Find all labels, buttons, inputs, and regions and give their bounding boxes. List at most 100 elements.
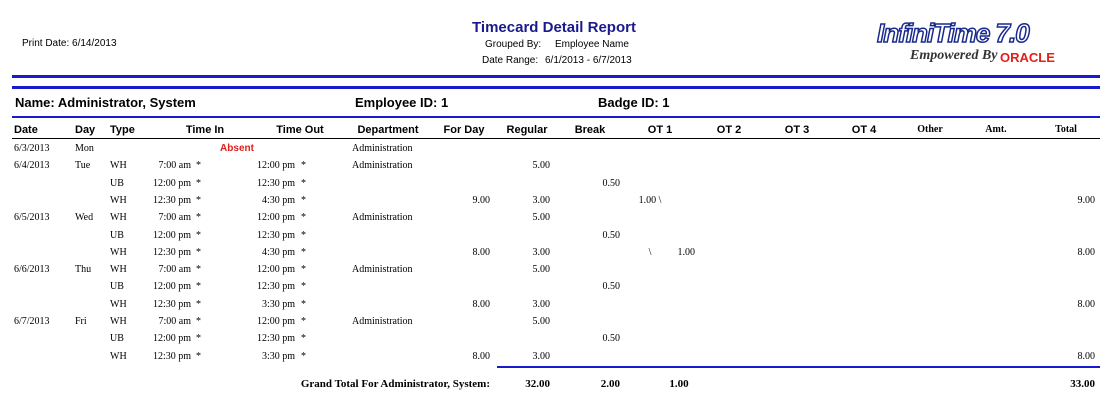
department: Administration: [352, 212, 413, 224]
time-in: 12:30 pm: [152, 246, 191, 258]
column-header: OT 3: [784, 124, 810, 136]
break: 0.50: [602, 333, 621, 345]
regular: 5.00: [532, 160, 551, 172]
badge-id: Badge ID: 1: [598, 95, 670, 110]
regular: 5.00: [532, 264, 551, 276]
type: WH: [110, 264, 127, 276]
type: UB: [110, 333, 124, 345]
regular: 5.00: [532, 212, 551, 224]
logo-tagline: Empowered By: [910, 48, 998, 63]
time-in: 7:00 am: [158, 264, 192, 276]
day: Thu: [75, 264, 92, 276]
column-header: Other: [917, 124, 943, 135]
out-mark: *: [301, 194, 306, 206]
type: WH: [110, 212, 127, 224]
in-mark: *: [196, 177, 201, 189]
department: Administration: [352, 160, 413, 172]
in-mark: *: [196, 350, 201, 362]
grand-total-label: Grand Total For Administrator, System:: [300, 378, 490, 390]
in-mark: *: [196, 229, 201, 241]
out-mark: *: [301, 177, 306, 189]
in-mark: *: [196, 264, 201, 276]
column-header: OT 2: [716, 124, 742, 136]
time-in: 12:30 pm: [152, 298, 191, 310]
out-mark: *: [301, 333, 306, 345]
column-header: Type: [110, 124, 135, 136]
out-mark: *: [301, 212, 306, 224]
time-out: 12:00 pm: [256, 316, 295, 327]
type: UB: [110, 177, 124, 189]
grand-total-ot1: 1.00: [669, 378, 689, 390]
divider: [12, 116, 1100, 118]
total-line: [497, 366, 1100, 368]
type: UB: [110, 281, 124, 293]
in-mark: *: [196, 246, 201, 258]
column-header: Time In: [185, 124, 225, 136]
time-out: 12:00 pm: [256, 212, 295, 224]
out-mark: *: [301, 298, 306, 310]
day: Mon: [75, 143, 94, 154]
column-header: Date: [14, 124, 38, 136]
time-out: 3:30 pm: [261, 350, 295, 362]
print-date: Print Date: 6/14/2013: [22, 38, 117, 49]
time-out: 12:30 pm: [256, 281, 295, 293]
divider: [12, 75, 1100, 78]
column-header: For Day: [443, 124, 485, 136]
ot1: \: [648, 246, 652, 258]
time-in: 12:30 pm: [152, 194, 191, 206]
type: WH: [110, 350, 127, 362]
for-day: 9.00: [472, 194, 491, 206]
department: Administration: [352, 264, 413, 276]
out-mark: *: [301, 246, 306, 258]
employee-name: Name: Administrator, System: [15, 95, 196, 110]
break: 0.50: [602, 177, 621, 189]
column-header: Break: [574, 124, 606, 136]
total: 8.00: [1077, 246, 1096, 258]
date: 6/5/2013: [14, 212, 50, 224]
time-in: 12:00 pm: [152, 229, 191, 241]
type: WH: [110, 316, 127, 327]
total: 9.00: [1077, 194, 1096, 206]
time-out: 3:30 pm: [261, 298, 295, 310]
grouped-by: Employee Name: [555, 39, 629, 50]
in-mark: *: [196, 316, 201, 327]
grouped-by-label: Grouped By:: [485, 39, 542, 50]
in-mark: *: [196, 160, 201, 172]
date: 6/6/2013: [14, 264, 50, 276]
report-title: Timecard Detail Report: [472, 19, 636, 36]
absent-flag: Absent: [220, 143, 254, 154]
department: Administration: [352, 316, 413, 327]
time-out: 12:00 pm: [256, 264, 295, 276]
time-in: 12:00 pm: [152, 333, 191, 345]
regular: 3.00: [532, 298, 551, 310]
regular: 3.00: [532, 194, 551, 206]
time-out: 12:00 pm: [256, 160, 295, 172]
time-in: 12:30 pm: [152, 350, 191, 362]
ot1: 1.00 \: [638, 194, 662, 206]
day: Fri: [75, 316, 87, 327]
for-day: 8.00: [472, 246, 491, 258]
department: Administration: [352, 143, 413, 154]
time-in: 7:00 am: [158, 212, 192, 224]
for-day: 8.00: [472, 350, 491, 362]
in-mark: *: [196, 281, 201, 293]
type: UB: [110, 229, 124, 241]
total: 8.00: [1077, 298, 1096, 310]
time-out: 4:30 pm: [261, 194, 295, 206]
column-header: OT 4: [851, 124, 877, 136]
ot2: 1.00: [677, 246, 696, 258]
type: WH: [110, 298, 127, 310]
day: Wed: [75, 212, 94, 224]
logo-brand: ORACLE: [1000, 50, 1055, 65]
in-mark: *: [196, 298, 201, 310]
total: 8.00: [1077, 350, 1096, 362]
time-in: 7:00 am: [158, 316, 192, 327]
out-mark: *: [301, 229, 306, 241]
in-mark: *: [196, 212, 201, 224]
column-header: Regular: [506, 124, 548, 136]
time-in: 12:00 pm: [152, 281, 191, 293]
type: WH: [110, 246, 127, 258]
day: Tue: [75, 160, 91, 172]
column-header: Amt.: [985, 124, 1007, 135]
